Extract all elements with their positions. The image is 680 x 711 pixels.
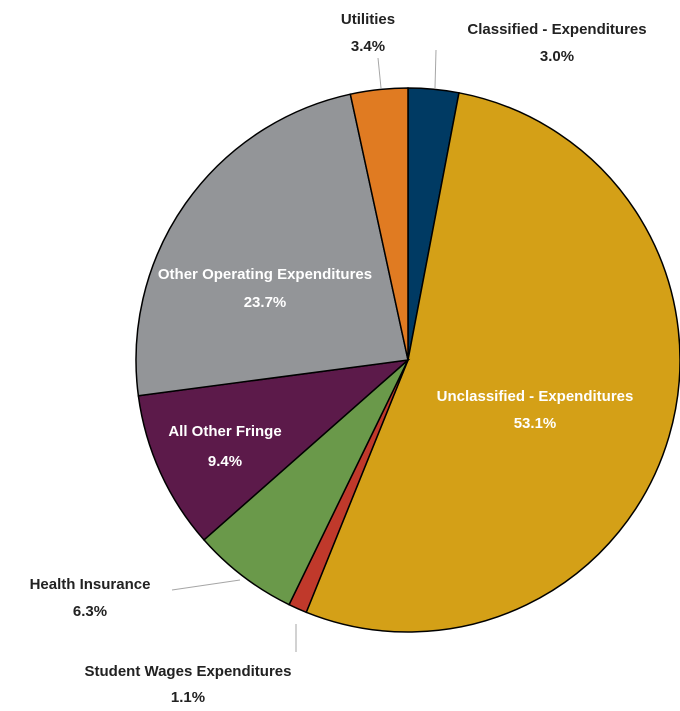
slice-value: 3.4% [351, 38, 385, 55]
slice-value: 3.0% [540, 48, 574, 65]
slice-label: Health Insurance [30, 576, 151, 593]
leader-line [377, 57, 382, 89]
slice-value: 6.3% [73, 603, 107, 620]
pie-slice [349, 87, 409, 361]
slice-label: Utilities [341, 11, 395, 28]
leader-line [171, 579, 241, 591]
slice-label: All Other Fringe [168, 423, 281, 440]
leader-line [434, 49, 437, 89]
slice-label: Classified - Expenditures [467, 21, 646, 38]
pie-slice [137, 358, 411, 541]
slice-value: 9.4% [208, 453, 242, 470]
pie-slice [135, 93, 409, 397]
slice-label: Student Wages Expenditures [85, 663, 292, 680]
slice-value: 53.1% [514, 415, 557, 432]
slice-value: 23.7% [244, 294, 287, 311]
slice-label: Unclassified - Expenditures [437, 388, 634, 405]
pie-slice [305, 91, 680, 633]
slice-label: Other Operating Expenditures [158, 266, 372, 283]
slice-value: 1.1% [171, 689, 205, 706]
